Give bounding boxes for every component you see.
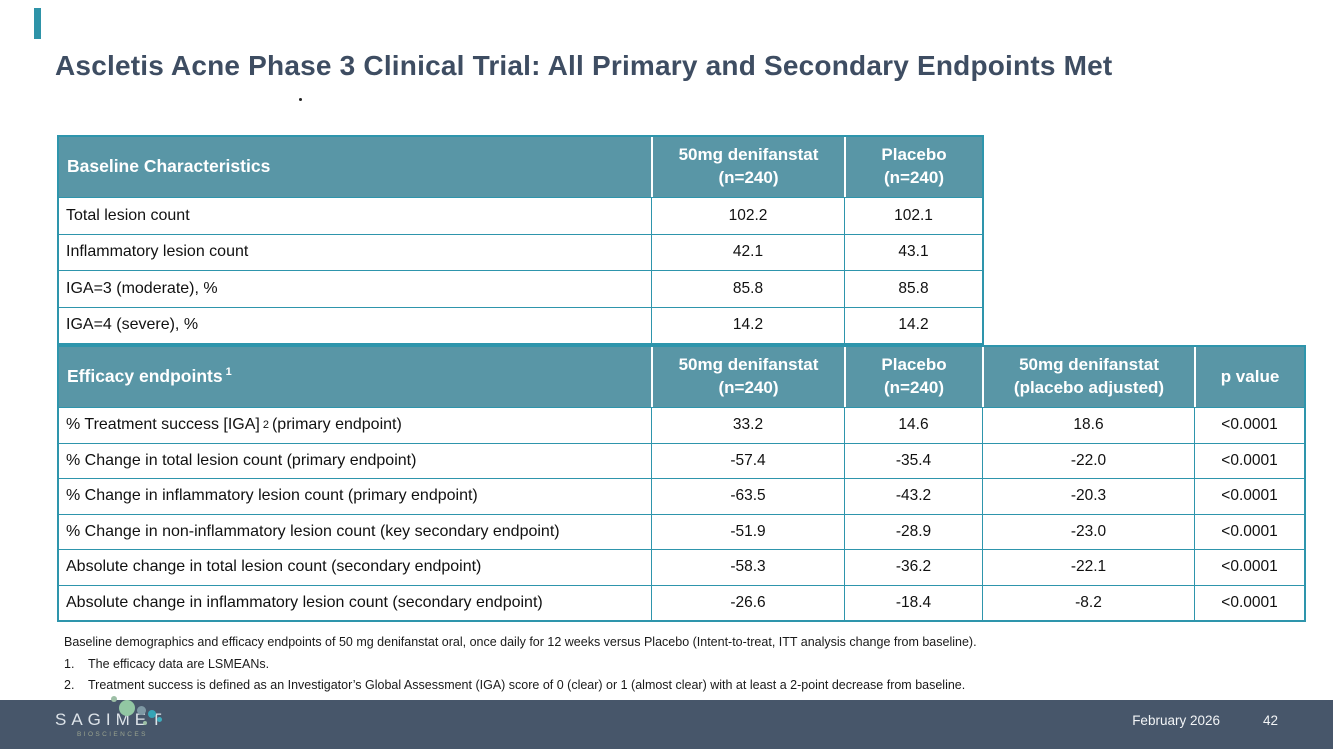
table-cell: 102.1 — [844, 197, 982, 234]
row-label-text: % Change in inflammatory lesion count (p… — [66, 487, 478, 505]
row-label-text: % Change in total lesion count (primary … — [66, 451, 417, 469]
logo-dot-icon — [157, 717, 162, 722]
footnote-number: 1. — [64, 656, 75, 671]
table-cell: 85.8 — [844, 270, 982, 307]
col-header-line: (n=240) — [718, 378, 779, 397]
footnote-text: Treatment success is defined as an Inves… — [88, 678, 966, 692]
col-header-line: 50mg denifanstat — [678, 145, 819, 165]
table-cell: <0.0001 — [1194, 549, 1304, 585]
table-cell: <0.0001 — [1194, 407, 1304, 443]
table-cell: <0.0001 — [1194, 478, 1304, 514]
logo-dot-icon — [143, 721, 147, 725]
footnote-text: The efficacy data are LSMEANs. — [88, 656, 270, 671]
table-row-label: IGA=4 (severe), % — [59, 306, 651, 343]
col-header-line: Placebo — [881, 355, 947, 375]
footnotes: Baseline demographics and efficacy endpo… — [64, 634, 1314, 695]
baseline-table-title: Baseline Characteristics — [59, 137, 651, 197]
table-row-label: Absolute change in total lesion count (s… — [59, 549, 651, 585]
baseline-table-title-text: Baseline Characteristics — [67, 156, 271, 177]
table-cell: -36.2 — [844, 549, 982, 585]
table-cell: 18.6 — [982, 407, 1194, 443]
col-header-line: 50mg denifanstat — [678, 355, 819, 375]
table-cell: 14.2 — [844, 306, 982, 343]
efficacy-col-placebo-adjusted: 50mg denifanstat (placebo adjusted) — [982, 347, 1194, 407]
logo-dot-icon — [119, 700, 135, 716]
row-label-text: Absolute change in total lesion count (s… — [66, 558, 482, 576]
footnote-intro: Baseline demographics and efficacy endpo… — [64, 635, 977, 649]
table-row-label: Inflammatory lesion count — [59, 233, 651, 270]
row-label-text: % Treatment success [IGA] — [66, 416, 260, 434]
efficacy-title-label: Efficacy endpoints — [67, 366, 223, 387]
table-cell: -63.5 — [651, 478, 844, 514]
table-cell: -43.2 — [844, 478, 982, 514]
table-cell: 33.2 — [651, 407, 844, 443]
table-cell: <0.0001 — [1194, 442, 1304, 478]
table-cell: -23.0 — [982, 513, 1194, 549]
table-row-label: Total lesion count — [59, 197, 651, 234]
logo-dot-icon — [111, 696, 117, 702]
table-cell: -28.9 — [844, 513, 982, 549]
footnote-item: 2. Treatment success is defined as an In… — [64, 677, 1314, 695]
baseline-col-denifanstat: 50mg denifanstat (n=240) — [651, 137, 844, 197]
table-cell: -20.3 — [982, 478, 1194, 514]
table-cell: 102.2 — [651, 197, 844, 234]
col-header-line: (n=240) — [884, 378, 944, 397]
row-label-text: Absolute change in inflammatory lesion c… — [66, 593, 543, 611]
table-cell: -8.2 — [982, 584, 1194, 620]
sagimet-logo: SAGIMET — [55, 710, 167, 729]
col-header-line: p value — [1220, 366, 1280, 386]
sagimet-logo-subtext: BIOSCIENCES — [77, 731, 148, 738]
col-header-line: 50mg denifanstat — [1019, 355, 1159, 375]
table-cell: <0.0001 — [1194, 584, 1304, 620]
table-cell: -57.4 — [651, 442, 844, 478]
footer-date: February 2026 — [1132, 713, 1220, 728]
efficacy-endpoints-table: Efficacy endpoints 1 50mg denifanstat (n=… — [57, 345, 1306, 622]
table-row-label: IGA=3 (moderate), % — [59, 270, 651, 307]
table-cell: 14.2 — [651, 306, 844, 343]
table-row-label: Absolute change in inflammatory lesion c… — [59, 584, 651, 620]
baseline-col-placebo: Placebo (n=240) — [844, 137, 982, 197]
col-header-line: Placebo — [881, 145, 947, 165]
table-cell: -26.6 — [651, 584, 844, 620]
footnote-number: 2. — [64, 678, 75, 692]
logo-dot-icon — [148, 710, 156, 718]
baseline-characteristics-table: Baseline Characteristics 50mg denifansta… — [57, 135, 984, 345]
table-cell: 14.6 — [844, 407, 982, 443]
logo-dot-icon — [137, 706, 146, 715]
efficacy-col-placebo: Placebo (n=240) — [844, 347, 982, 407]
efficacy-table-title-text: Efficacy endpoints 1 — [67, 365, 235, 389]
col-header-line: (n=240) — [884, 168, 944, 187]
table-row-label: % Treatment success [IGA] 2 (primary endpo… — [59, 407, 651, 443]
page-title: Ascletis Acne Phase 3 Clinical Trial: Al… — [55, 50, 1113, 81]
table-row-label: % Change in inflammatory lesion count (p… — [59, 478, 651, 514]
table-cell: -35.4 — [844, 442, 982, 478]
table-row-label: % Change in total lesion count (primary … — [59, 442, 651, 478]
table-cell: 42.1 — [651, 233, 844, 270]
efficacy-table-title: Efficacy endpoints 1 — [59, 347, 651, 407]
footer-bar: SAGIMET BIOSCIENCES February 2026 42 — [0, 696, 1333, 749]
table-cell: -18.4 — [844, 584, 982, 620]
table-cell: -22.0 — [982, 442, 1194, 478]
row-label-text: (primary endpoint) — [271, 416, 402, 434]
row-label-text: % Change in non-inflammatory lesion coun… — [66, 522, 560, 540]
table-row-label: % Change in non-inflammatory lesion coun… — [59, 513, 651, 549]
page-number: 42 — [1263, 713, 1279, 728]
efficacy-col-p-value: p value — [1194, 347, 1304, 407]
stray-dot — [299, 98, 302, 101]
table-cell: -58.3 — [651, 549, 844, 585]
accent-bar — [34, 8, 41, 39]
table-cell: 43.1 — [844, 233, 982, 270]
col-header-line: (placebo adjusted) — [1013, 378, 1165, 397]
efficacy-title-superscript: 1 — [225, 366, 232, 379]
footnote-item: 1. The efficacy data are LSMEANs. — [64, 656, 1314, 674]
col-header-line: (n=240) — [718, 168, 779, 187]
table-cell: -51.9 — [651, 513, 844, 549]
table-cell: <0.0001 — [1194, 513, 1304, 549]
table-cell: 85.8 — [651, 270, 844, 307]
efficacy-col-denifanstat: 50mg denifanstat (n=240) — [651, 347, 844, 407]
table-cell: -22.1 — [982, 549, 1194, 585]
